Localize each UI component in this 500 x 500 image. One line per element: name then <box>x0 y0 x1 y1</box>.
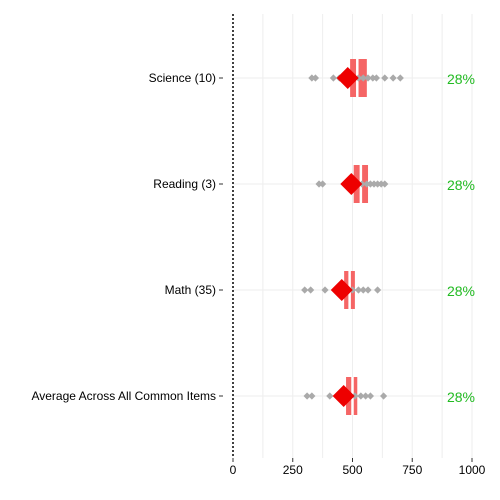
category-label: Average Across All Common Items <box>31 389 216 403</box>
data-point <box>366 392 375 400</box>
data-point <box>307 286 315 294</box>
data-point <box>301 286 309 294</box>
data-point <box>326 392 334 400</box>
data-point <box>372 74 380 82</box>
data-point <box>321 286 329 294</box>
data-point <box>351 392 359 400</box>
mean-marker <box>332 385 355 407</box>
percent-label: 28% <box>447 177 475 193</box>
chart-row: Average Across All Common Items 28% <box>31 377 475 415</box>
x-tick-label: 500 <box>342 463 362 477</box>
data-point <box>373 286 382 294</box>
data-point <box>381 74 389 82</box>
data-point <box>308 392 316 400</box>
data-point <box>329 74 337 82</box>
data-point <box>389 74 397 82</box>
data-point <box>364 74 372 82</box>
data-point <box>362 392 370 400</box>
x-tick-label: 750 <box>402 463 422 477</box>
category-label: Math (35) <box>165 283 216 297</box>
category-label: Reading (3) <box>153 177 216 191</box>
data-point <box>311 74 320 82</box>
data-point <box>381 180 389 188</box>
data-point <box>359 286 367 294</box>
chart-row: Science (10) 28% <box>149 59 475 97</box>
data-point <box>357 392 365 400</box>
mean-marker <box>330 279 353 301</box>
x-tick-label: 0 <box>230 463 237 477</box>
data-point <box>379 392 388 400</box>
data-point <box>396 74 404 82</box>
mean-marker <box>340 173 363 195</box>
x-axis-ticks: 0 250 500 750 1000 <box>230 458 486 477</box>
percent-label: 28% <box>447 71 475 87</box>
mean-marker <box>336 67 359 89</box>
chart-rows: Science (10) 28% Reading (3) 28% Math (35) 28… <box>31 59 475 415</box>
data-point <box>303 392 311 400</box>
x-tick-label: 250 <box>283 463 303 477</box>
chart-row: Reading (3) 28% <box>153 165 475 203</box>
data-point <box>359 74 367 82</box>
x-tick-label: 1000 <box>459 463 486 477</box>
percent-label: 28% <box>447 283 475 299</box>
chart-row: Math (35) 28% <box>165 271 475 309</box>
data-point <box>364 286 372 294</box>
data-point <box>319 180 327 188</box>
percent-label: 28% <box>447 389 475 405</box>
category-label: Science (10) <box>149 71 216 85</box>
data-point <box>354 286 363 294</box>
